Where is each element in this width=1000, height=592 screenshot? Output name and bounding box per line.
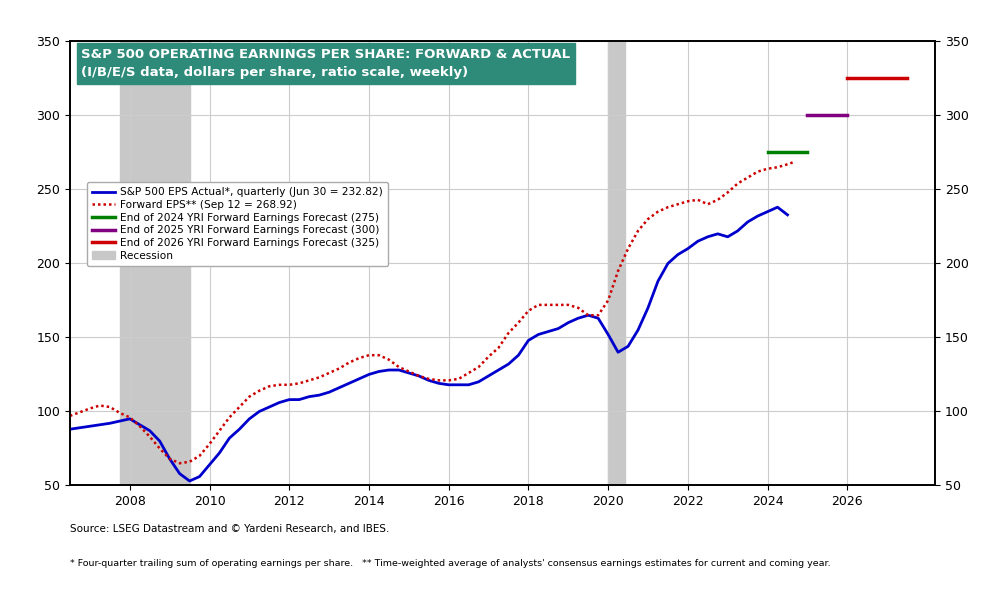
Text: * Four-quarter trailing sum of operating earnings per share.   ** Time-weighted : * Four-quarter trailing sum of operating… [70,559,831,568]
Legend: S&P 500 EPS Actual*, quarterly (Jun 30 = 232.82), Forward EPS** (Sep 12 = 268.92: S&P 500 EPS Actual*, quarterly (Jun 30 =… [87,182,388,266]
Text: S&P 500 OPERATING EARNINGS PER SHARE: FORWARD & ACTUAL
(I/B/E/S data, dollars pe: S&P 500 OPERATING EARNINGS PER SHARE: FO… [81,48,570,79]
Text: Source: LSEG Datastream and © Yardeni Research, and IBES.: Source: LSEG Datastream and © Yardeni Re… [70,524,389,534]
Bar [120,41,190,485]
Bar [608,41,625,485]
